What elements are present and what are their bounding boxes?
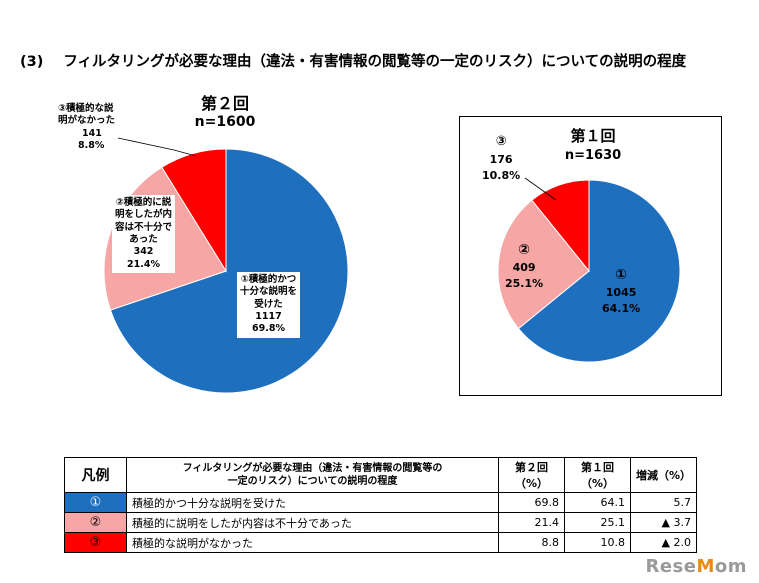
table-row: ① 積極的かつ十分な説明を受けた 69.8 64.1 5.7 <box>64 492 697 513</box>
row-change: 5.7 <box>630 492 697 513</box>
chart1-slice-3 <box>531 179 590 273</box>
chart1-label-3: ③ 176 10.8% <box>482 134 521 182</box>
table-row: ③ 積極的な説明がなかった 8.8 10.8 ▲ 2.0 <box>64 532 697 553</box>
legend-swatch-2: ② <box>64 512 127 533</box>
table-header-row: 凡例 フィルタリングが必要な理由（違法・有害情報の閲覧等の 一定のリスク）につい… <box>64 457 697 493</box>
row-change: ▲ 3.7 <box>630 512 697 533</box>
chart2-label-3: ③積極的な説 明がなかった 141 8.8% <box>58 103 116 152</box>
row-label: 積極的な説明がなかった <box>126 532 499 553</box>
legend-swatch-3: ③ <box>64 532 127 553</box>
row-round2: 69.8 <box>498 492 565 513</box>
header-change: 増減（%） <box>630 457 697 493</box>
watermark-logo: ReseMom <box>645 556 747 577</box>
row-change: ▲ 2.0 <box>630 532 697 553</box>
chart1-leader-3 <box>524 177 557 201</box>
header-round2: 第２回（%） <box>498 457 565 493</box>
chart2-title: 第２回 <box>200 94 249 113</box>
chart2-label-2: ②積極的に説 明をしたが内 容は不十分で あった 342 21.4% <box>112 195 176 274</box>
section-number: (3) <box>20 54 44 70</box>
chart2-leader-3 <box>117 137 197 157</box>
chart2-n: n=1600 <box>194 114 256 130</box>
chart2-slice-3 <box>161 148 227 273</box>
row-round2: 8.8 <box>498 532 565 553</box>
section-heading: (3) フィルタリングが必要な理由（違法・有害情報の閲覧等の一定のリスク）について… <box>20 50 686 71</box>
row-label: 積極的かつ十分な説明を受けた <box>126 492 499 513</box>
header-legend: 凡例 <box>64 457 127 493</box>
row-round1: 64.1 <box>564 492 631 513</box>
header-title: フィルタリングが必要な理由（違法・有害情報の閲覧等の 一定のリスク）についての説… <box>126 457 499 493</box>
chart1-title: 第１回 <box>570 127 616 145</box>
row-round1: 25.1 <box>564 512 631 533</box>
chart1-slice-2 <box>497 199 590 330</box>
chart1-slice-1 <box>517 179 681 363</box>
header-round1: 第１回（%） <box>564 457 631 493</box>
table-row: ② 積極的に説明をしたが内容は不十分であった 21.4 25.1 ▲ 3.7 <box>64 512 697 533</box>
row-round1: 10.8 <box>564 532 631 553</box>
legend-table: 凡例 フィルタリングが必要な理由（違法・有害情報の閲覧等の 一定のリスク）につい… <box>64 457 697 553</box>
legend-swatch-1: ① <box>64 492 127 513</box>
chart1-panel <box>459 116 722 396</box>
row-round2: 21.4 <box>498 512 565 533</box>
chart1-label-2: ② 409 25.1% <box>505 242 544 291</box>
chart1-label-1: ① 1045 64.1% <box>602 267 641 316</box>
chart2-label-1: ①積極的かつ 十分な説明を 受けた 1117 69.8% <box>237 272 301 338</box>
section-title: フィルタリングが必要な理由（違法・有害情報の閲覧等の一定のリスク）についての説明… <box>63 54 687 70</box>
row-label: 積極的に説明をしたが内容は不十分であった <box>126 512 499 533</box>
chart1-n: n=1630 <box>564 148 622 163</box>
